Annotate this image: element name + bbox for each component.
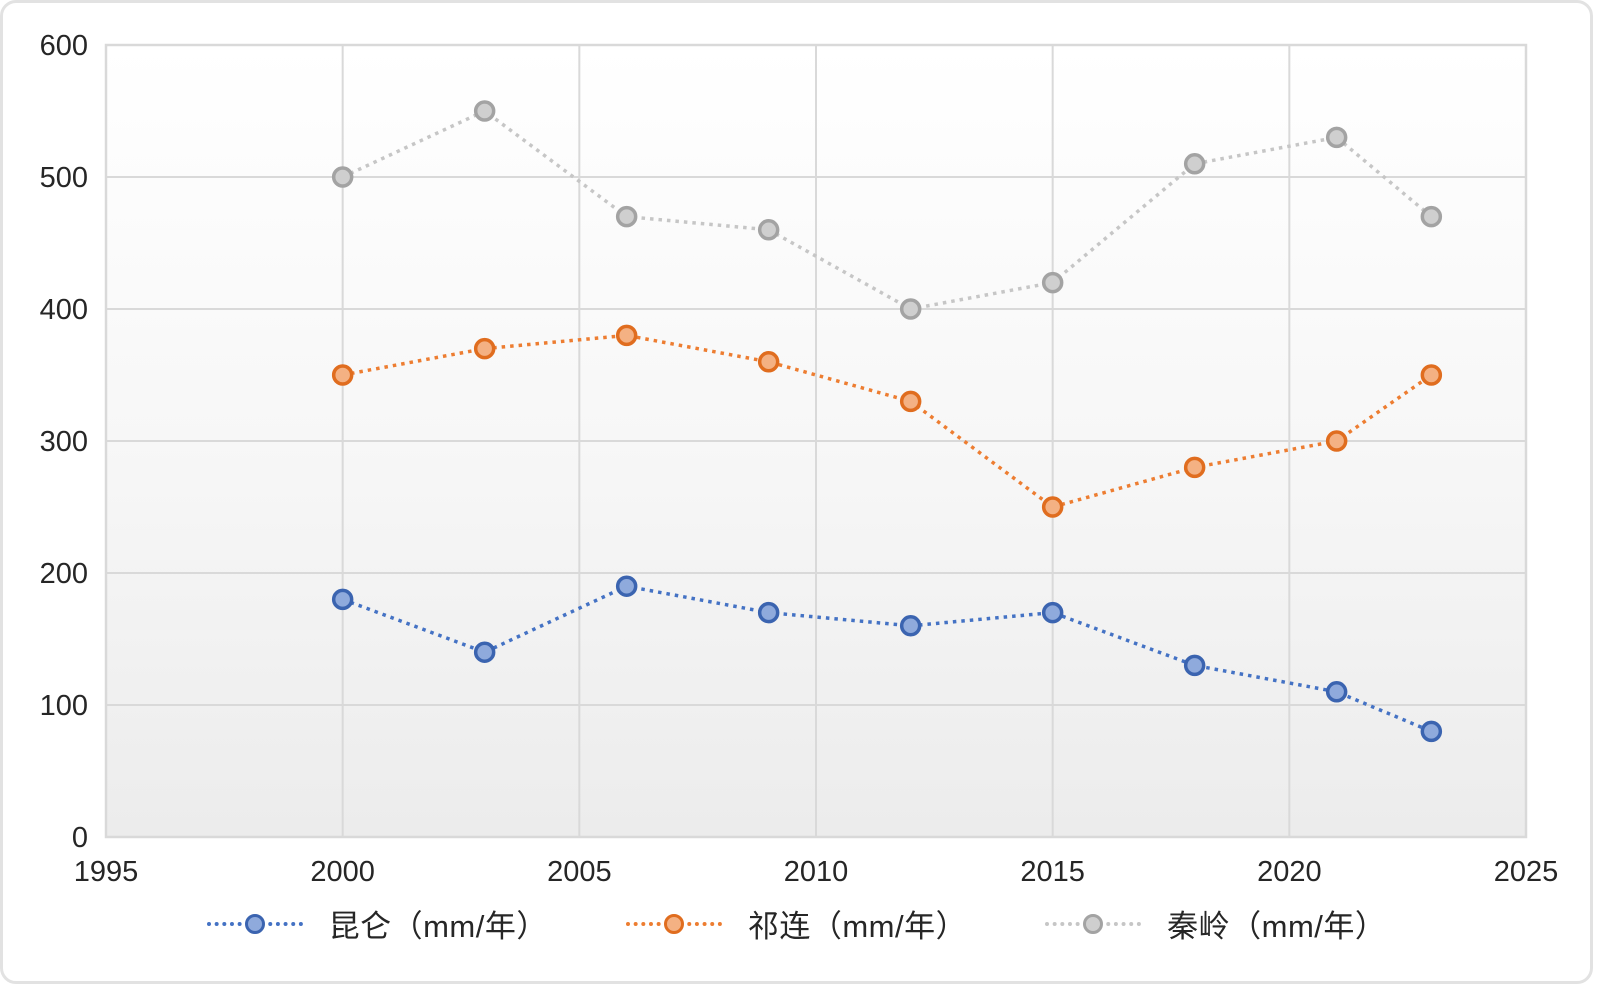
series-2-point-2015 [1041, 271, 1064, 294]
series-1-point-2003 [473, 337, 496, 360]
y-axis-tick-label: 500 [40, 162, 88, 194]
series-1-point-2015 [1041, 496, 1064, 518]
legend-item-qilian: 祁连（mm/年） [625, 901, 968, 946]
series-1-point-2000 [331, 364, 354, 386]
series-1-point-2023 [1420, 364, 1443, 386]
x-axis-tick-label: 2010 [784, 856, 849, 888]
series-0-point-2023 [1420, 720, 1443, 743]
y-axis-tick-label: 100 [40, 690, 88, 722]
legend-item-qinling: 秦岭（mm/年） [1045, 901, 1386, 946]
series-1-point-2021 [1325, 430, 1348, 452]
series-0-point-2012 [899, 615, 922, 637]
series-2-point-2000 [331, 166, 354, 188]
y-axis-tick-label: 200 [40, 558, 88, 590]
series-2-point-2003 [473, 100, 496, 122]
series-0-point-2021 [1325, 681, 1348, 703]
x-axis-tick-label: 2000 [310, 856, 375, 888]
series-2-point-2012 [899, 298, 922, 320]
series-1-point-2018 [1183, 456, 1206, 479]
line-chart: 0 100 200 300 400 500 600 1995 2000 2005 2010 2015 2… [40, 30, 1559, 888]
legend-label-kunlun: 昆仑（mm/年） [328, 909, 548, 944]
legend-marker-icon [663, 913, 684, 934]
series-2-point-2018 [1183, 153, 1206, 175]
y-axis-tick-label: 400 [40, 294, 88, 326]
plot-border [104, 43, 1528, 839]
series-0-point-2000 [331, 588, 354, 611]
legend-swatch-qinling [1045, 912, 1142, 936]
series-1-point-2012 [899, 390, 922, 413]
series-2-point-2009 [757, 219, 780, 241]
legend-item-kunlun: 昆仑（mm/年） [206, 901, 548, 946]
y-axis-tick-label: 300 [40, 426, 88, 458]
x-axis-tick-label: 2015 [1020, 856, 1085, 888]
series-0-point-2006 [615, 575, 638, 597]
series-1-point-2006 [615, 324, 638, 347]
chart-legend: 昆仑（mm/年） 祁连（mm/年） 秦岭（mm/年） [3, 901, 1590, 946]
series-0-point-2015 [1041, 601, 1064, 624]
series-2-point-2021 [1325, 126, 1348, 149]
y-axis-tick-label: 600 [40, 30, 88, 62]
series-0-point-2009 [757, 601, 780, 624]
legend-swatch-qilian [625, 912, 722, 936]
y-axis-tick-label: 0 [72, 822, 88, 854]
x-axis-tick-label: 1995 [74, 856, 139, 888]
legend-marker-icon [244, 913, 265, 934]
legend-label-qilian: 祁连（mm/年） [747, 909, 968, 944]
x-axis-tick-label: 2020 [1257, 856, 1322, 888]
series-0-point-2003 [473, 641, 496, 663]
legend-swatch-kunlun [206, 912, 303, 936]
series-2-point-2006 [615, 205, 638, 228]
legend-marker-icon [1083, 913, 1104, 934]
series-0-point-2018 [1183, 654, 1206, 677]
legend-label-qinling: 秦岭（mm/年） [1167, 909, 1387, 944]
series-2-point-2023 [1420, 205, 1443, 228]
series-1-point-2009 [757, 351, 780, 373]
x-axis-tick-label: 2005 [547, 856, 612, 888]
x-axis-tick-label: 2025 [1494, 856, 1559, 888]
